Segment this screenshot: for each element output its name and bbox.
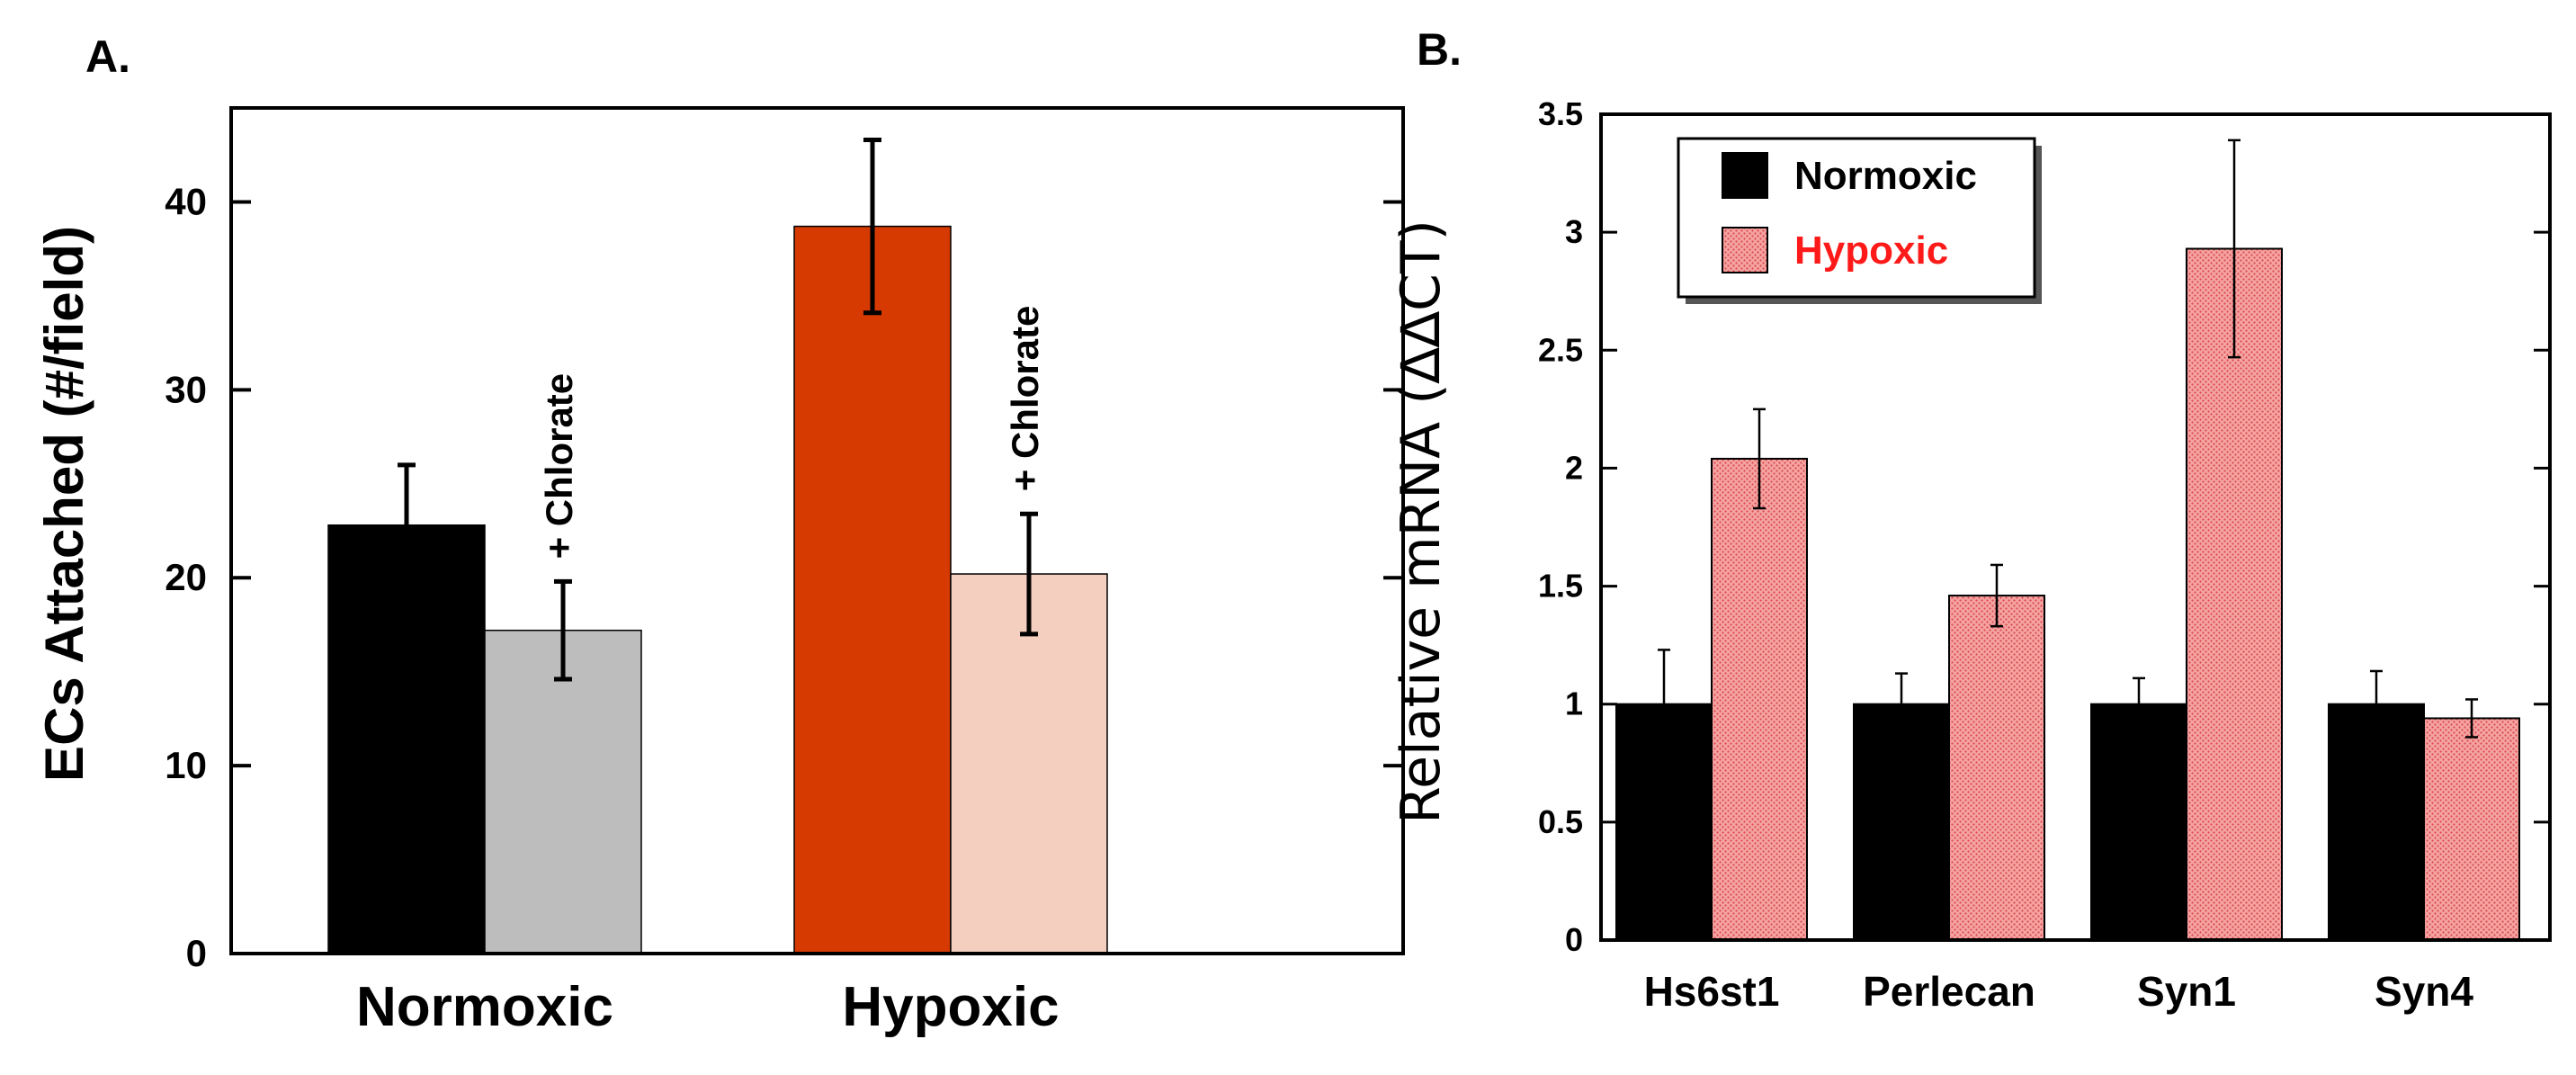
panel-a-error-bars [398, 138, 1038, 682]
panel-b-error-bar-3-0 [2370, 669, 2383, 739]
panel-b-y-axis-label: Relative mRNA (∆∆CT) [1390, 219, 1453, 824]
legend-swatch-normoxic [1722, 152, 1768, 199]
panel-a-bar-1-0 [793, 225, 952, 954]
panel-b-ytick-label-0: 0 [1565, 921, 1583, 958]
panel-b-bar-0-1 [1711, 457, 1808, 941]
legend-swatch-hypoxic [1722, 227, 1768, 273]
panel-b-ytick-label-7: 3.5 [1538, 95, 1583, 132]
panel-b-ytick-label-5: 2.5 [1538, 331, 1583, 368]
panel-b-bars [1615, 247, 2520, 941]
panel-b-bar-1-0 [1853, 703, 1950, 941]
panel-b-ytick-label-1: 0.5 [1538, 803, 1583, 840]
panel-a-error-bar-0-1 [554, 578, 572, 682]
panel-b-bar-3-1 [2423, 717, 2520, 941]
panel-a-ytick-label-1: 10 [165, 744, 207, 786]
panel-b-bar-2-1 [2186, 247, 2283, 941]
panel-b-label: B. [1417, 24, 1462, 75]
panel-a-ytick-label-4: 40 [165, 180, 207, 222]
panel-b-ytick-label-6: 3 [1565, 213, 1583, 250]
panel-b-category-label-0: Hs6st1 [1644, 968, 1780, 1015]
panel-b-error-bar-0-0 [1658, 649, 1670, 760]
panel-b-category-label-3: Syn4 [2375, 968, 2473, 1015]
panel-a-group-label-1: Hypoxic [842, 976, 1059, 1038]
panel-b-error-bar-1-1 [1990, 563, 2003, 628]
panel-b-bar-2-0 [2090, 703, 2187, 941]
panel-a-ytick-label-3: 30 [165, 368, 207, 410]
panel-b-ytick-label-2: 1 [1565, 685, 1583, 722]
legend-label-normoxic: Normoxic [1794, 154, 1977, 198]
panel-a-bar-0-0 [327, 524, 486, 954]
panel-b-plot-frame [1599, 112, 2552, 942]
panel-a-bar-1-1 [950, 573, 1108, 954]
panel-a-annotation-1-1: + Chlorate [1004, 306, 1046, 492]
panel-b-error-bar-2-0 [2133, 676, 2145, 731]
panel-a-annotations: + Chlorate + Chlorate [538, 306, 1046, 560]
panel-b-ytick-label-4: 2 [1565, 449, 1583, 486]
legend-label-hypoxic: Hypoxic [1794, 228, 1948, 273]
panel-a-ytick-label-0: 0 [186, 932, 207, 974]
panel-a-annotation-0-1: + Chlorate [538, 373, 580, 560]
panel-a-error-bar-0-0 [398, 462, 416, 588]
panel-b-error-bar-2-1 [2228, 139, 2241, 359]
panel-a-ytick-label-2: 20 [165, 556, 207, 598]
panel-b-y-ticks: 0 0.5 1 1.5 2 2.5 3 3.5 [1538, 95, 2550, 958]
panel-a-error-bar-1-1 [1020, 511, 1038, 637]
panel-b-error-bar-0-1 [1753, 408, 1766, 510]
panel-a-bars [327, 225, 1108, 954]
panel-b-category-labels: Hs6st1 Perlecan Syn1 Syn4 [1644, 968, 2474, 1015]
panel-a-plot-frame [229, 106, 1405, 955]
panel-b-error-bar-3-1 [2465, 698, 2478, 739]
panel-b-error-bar-1-0 [1895, 672, 1908, 737]
panel-a-y-ticks: 0 10 20 30 40 [165, 180, 1403, 974]
panel-b-category-label-2: Syn1 [2137, 968, 2236, 1015]
panel-b-error-bars [1658, 139, 2478, 760]
panel-b-bar-1-1 [1948, 595, 2045, 941]
panel-a: A. ECs Attached (#/field) 0 10 20 30 40 + Ch… [34, 31, 1405, 1038]
panel-b-bar-3-0 [2328, 703, 2425, 941]
panel-a-group-label-0: Normoxic [356, 976, 613, 1038]
panel-b-legend: Normoxic Hypoxic [1677, 137, 2042, 304]
panel-b: B. Relative mRNA (∆∆CT) 0 0.5 1 1.5 2 2.5 3 3.5… [1390, 24, 2552, 1015]
panel-a-y-axis-label: ECs Attached (#/field) [34, 226, 94, 782]
panel-a-label: A. [85, 31, 130, 82]
panel-b-category-label-1: Perlecan [1863, 968, 2035, 1015]
panel-a-bar-0-1 [484, 629, 642, 954]
panel-b-ytick-label-3: 1.5 [1538, 568, 1583, 605]
panel-a-error-bar-1-0 [863, 138, 881, 316]
panel-a-group-labels: Normoxic Hypoxic [356, 976, 1060, 1038]
